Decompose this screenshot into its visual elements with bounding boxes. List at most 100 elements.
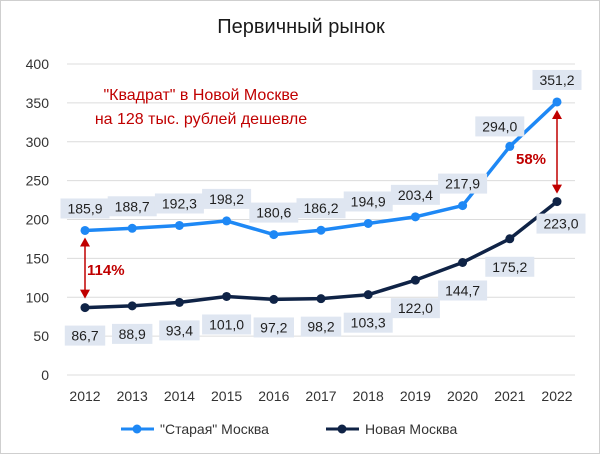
label-new-2022: 223,0 <box>543 216 578 232</box>
y-tick-350: 350 <box>26 95 50 111</box>
data-point-1-5 <box>316 294 326 304</box>
data-point-0-6 <box>363 218 373 228</box>
y-tick-150: 150 <box>26 250 50 266</box>
x-tick-2014: 2014 <box>164 388 195 404</box>
y-tick-100: 100 <box>26 289 50 305</box>
x-tick-2018: 2018 <box>353 388 384 404</box>
legend-label-old-moscow: "Старая" Москва <box>160 421 269 437</box>
arrow-start-head-top <box>80 237 90 247</box>
label-new-2018: 103,3 <box>351 315 386 331</box>
label-new-2019-bg <box>390 298 440 319</box>
legend: "Старая" Москва Новая Москва <box>121 421 457 437</box>
x-tick-2013: 2013 <box>117 388 148 404</box>
label-old-2018-bg <box>343 191 393 212</box>
label-new-2017-bg <box>300 316 342 337</box>
x-tick-2021: 2021 <box>494 388 525 404</box>
label-old-2021-bg <box>475 116 525 137</box>
arrow-start-head-bottom <box>80 289 90 299</box>
x-tick-2017: 2017 <box>305 388 336 404</box>
data-point-1-7 <box>410 275 420 285</box>
arrow-end-head-bottom <box>552 184 562 194</box>
label-old-2022-bg <box>532 69 582 90</box>
data-point-0-2 <box>174 220 184 230</box>
legend-item-old-moscow: "Старая" Москва <box>121 421 269 437</box>
annotation-line-1: "Квадрат" в Новой Москве <box>103 87 298 104</box>
label-old-2020-bg <box>438 173 488 194</box>
label-old-2018: 194,9 <box>351 193 386 209</box>
data-point-1-1 <box>127 301 137 311</box>
label-old-2013-bg <box>107 196 157 217</box>
data-point-1-10 <box>552 197 562 207</box>
chart-title: Первичный рынок <box>217 16 385 38</box>
start-diff-label: 114% <box>87 262 125 279</box>
annotation-line-2: на 128 тыс. рублей дешевле <box>95 111 307 128</box>
label-new-2016: 97,2 <box>260 319 287 335</box>
label-old-2015-bg <box>202 188 252 209</box>
label-old-2019-bg <box>390 184 440 205</box>
data-point-1-0 <box>80 303 90 313</box>
x-tick-2020: 2020 <box>447 388 478 404</box>
label-new-2015-bg <box>202 314 252 335</box>
label-new-2013-bg <box>112 323 153 344</box>
label-new-2021-bg <box>485 256 535 277</box>
y-tick-250: 250 <box>26 173 50 189</box>
x-tick-2019: 2019 <box>400 388 431 404</box>
label-old-2016-bg <box>249 202 299 223</box>
label-old-2021: 294,0 <box>482 118 517 134</box>
label-new-2015: 101,0 <box>209 316 244 332</box>
label-old-2017-bg <box>296 198 346 219</box>
x-tick-2012: 2012 <box>69 388 100 404</box>
difference-arrows <box>80 109 562 299</box>
label-new-2012: 86,7 <box>71 328 98 344</box>
label-new-2020: 144,7 <box>445 282 480 298</box>
data-point-1-2 <box>174 297 184 307</box>
label-new-2012-bg <box>64 325 106 346</box>
data-labels: 185,9 188,7 192,3 198,2 180,6 186,2 194,9 203,4… <box>60 69 586 346</box>
y-tick-200: 200 <box>26 212 50 228</box>
y-tick-300: 300 <box>26 134 50 150</box>
x-tick-2015: 2015 <box>211 388 242 404</box>
label-new-2022-bg <box>536 213 586 234</box>
label-old-2015: 198,2 <box>209 191 244 207</box>
label-new-2016-bg <box>253 317 294 338</box>
data-point-0-4 <box>269 230 279 240</box>
label-new-2018-bg <box>343 312 393 333</box>
label-old-2014-bg <box>154 193 204 214</box>
data-point-0-3 <box>222 216 232 226</box>
label-new-2014-bg <box>159 320 200 341</box>
x-tick-2022: 2022 <box>541 388 572 404</box>
label-old-2017: 186,2 <box>303 200 338 216</box>
label-old-2016: 180,6 <box>256 205 291 221</box>
legend-label-new-moscow: Новая Москва <box>365 421 457 437</box>
data-point-1-4 <box>269 294 279 304</box>
y-tick-0: 0 <box>41 367 49 383</box>
label-old-2022: 351,2 <box>539 72 574 88</box>
data-point-1-3 <box>222 291 232 301</box>
label-new-2014: 93,4 <box>166 322 193 338</box>
label-old-2014: 192,3 <box>162 195 197 211</box>
data-point-0-8 <box>458 201 468 211</box>
y-tick-50: 50 <box>33 328 49 344</box>
label-new-2020-bg <box>438 280 488 301</box>
data-point-0-9 <box>505 141 515 151</box>
label-old-2013: 188,7 <box>115 198 150 214</box>
data-point-0-1 <box>127 223 137 233</box>
data-point-1-6 <box>363 290 373 300</box>
end-diff-label: 58% <box>516 151 546 168</box>
data-point-1-9 <box>505 234 515 244</box>
label-old-2012: 185,9 <box>67 200 102 216</box>
label-new-2019: 122,0 <box>398 300 433 316</box>
legend-item-new-moscow: Новая Москва <box>326 421 457 437</box>
label-new-2017: 98,2 <box>307 319 334 335</box>
label-old-2020: 217,9 <box>445 176 480 192</box>
label-new-2013: 88,9 <box>119 326 146 342</box>
y-tick-400: 400 <box>26 56 50 72</box>
y-axis: 0 50 100 150 200 250 300 350 400 <box>26 56 50 383</box>
data-point-0-10 <box>552 97 562 107</box>
data-point-0-7 <box>410 212 420 222</box>
data-point-0-0 <box>80 225 90 235</box>
label-old-2019: 203,4 <box>398 187 433 203</box>
label-old-2012-bg <box>60 198 110 219</box>
